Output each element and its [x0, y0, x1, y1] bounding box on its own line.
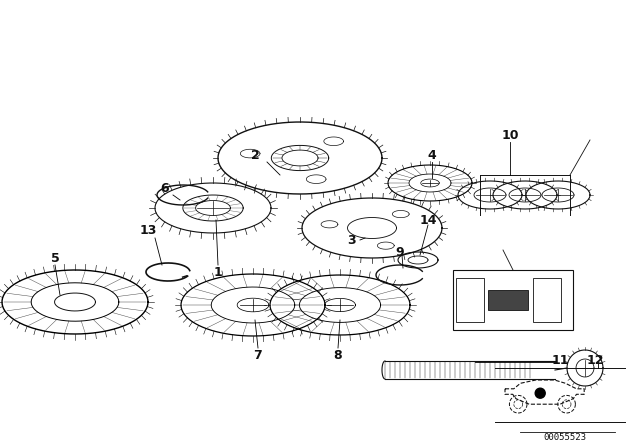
Bar	[453, 270, 573, 330]
Text: 4: 4	[428, 148, 436, 161]
Text: 11: 11	[551, 353, 569, 366]
Bar	[533, 278, 561, 322]
Text: 7: 7	[253, 349, 262, 362]
Text: 1: 1	[214, 266, 222, 279]
Bar	[488, 290, 528, 310]
Text: 2: 2	[251, 148, 259, 161]
Text: 12: 12	[586, 353, 604, 366]
Text: 13: 13	[140, 224, 157, 237]
Text: 00055523: 00055523	[543, 432, 586, 441]
Text: 5: 5	[51, 251, 60, 264]
Text: 6: 6	[161, 181, 170, 194]
Text: 14: 14	[419, 214, 436, 227]
Text: 9: 9	[396, 246, 404, 258]
Text: 3: 3	[348, 233, 356, 246]
Text: 8: 8	[333, 349, 342, 362]
Text: 10: 10	[501, 129, 519, 142]
Bar	[456, 278, 484, 322]
Circle shape	[535, 388, 545, 398]
